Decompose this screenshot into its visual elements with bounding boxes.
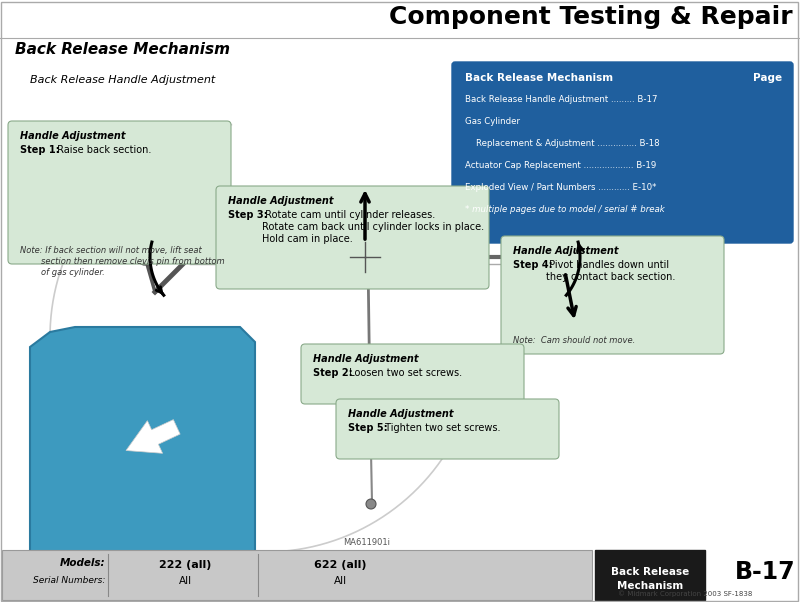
FancyBboxPatch shape [2,550,592,600]
FancyBboxPatch shape [336,399,559,459]
Circle shape [366,499,376,509]
Text: Step 5:: Step 5: [348,423,388,433]
FancyBboxPatch shape [8,121,231,264]
Text: Back Release Handle Adjustment: Back Release Handle Adjustment [30,75,215,85]
Text: Pivot handles down until: Pivot handles down until [546,260,670,270]
Text: Raise back section.: Raise back section. [54,145,151,155]
Text: Component Testing & Repair: Component Testing & Repair [390,5,793,29]
Text: section then remove clevis pin from bottom: section then remove clevis pin from bott… [20,257,225,266]
FancyBboxPatch shape [501,236,724,354]
Text: Serial Numbers:: Serial Numbers: [33,576,105,585]
Text: Hold cam in place.: Hold cam in place. [262,234,352,244]
Text: Note:  Cam should not move.: Note: Cam should not move. [513,336,635,345]
Text: Step 2:: Step 2: [313,368,353,378]
FancyBboxPatch shape [595,550,705,600]
Text: * multiple pages due to model / serial # break: * multiple pages due to model / serial #… [465,205,665,214]
Text: Rotate cam until cylinder releases.: Rotate cam until cylinder releases. [262,210,434,220]
Text: Gas Cylinder: Gas Cylinder [465,117,520,126]
Text: Replacement & Adjustment ............... B-18: Replacement & Adjustment ...............… [465,139,660,148]
Text: Page: Page [753,73,782,83]
Text: they contact back section.: they contact back section. [546,272,676,282]
Text: All: All [178,576,191,586]
Polygon shape [30,327,255,552]
Text: All: All [334,576,346,586]
Text: B-17: B-17 [734,560,795,584]
Text: Step 1:: Step 1: [20,145,60,155]
Text: Loosen two set screws.: Loosen two set screws. [346,368,462,378]
Text: 222 (all): 222 (all) [159,560,211,570]
Text: 622 (all): 622 (all) [314,560,366,570]
Circle shape [577,249,593,265]
Text: Handle Adjustment: Handle Adjustment [20,131,126,141]
Text: Handle Adjustment: Handle Adjustment [228,196,334,206]
Text: Note: If back section will not move, lift seat: Note: If back section will not move, lif… [20,246,202,255]
Text: Back Release Mechanism: Back Release Mechanism [15,42,230,57]
Text: Back Release Mechanism: Back Release Mechanism [465,73,613,83]
Text: MA611901i: MA611901i [343,538,390,547]
Text: Models:: Models: [59,558,105,568]
Text: Step 4:: Step 4: [513,260,553,270]
FancyBboxPatch shape [452,62,793,243]
Text: Back Release: Back Release [611,567,689,577]
Text: Exploded View / Part Numbers ............ E-10*: Exploded View / Part Numbers ...........… [465,183,656,192]
Circle shape [347,239,383,275]
Text: Step 3:: Step 3: [228,210,268,220]
Text: Handle Adjustment: Handle Adjustment [513,246,618,256]
Text: Actuator Cap Replacement ................... B-19: Actuator Cap Replacement ...............… [465,161,656,170]
Circle shape [137,249,153,265]
Text: Handle Adjustment: Handle Adjustment [313,354,418,364]
Text: Tighten two set screws.: Tighten two set screws. [382,423,500,433]
Text: Rotate cam back until cylinder locks in place.: Rotate cam back until cylinder locks in … [262,222,484,232]
Polygon shape [126,420,180,453]
Text: Back Release Handle Adjustment ......... B-17: Back Release Handle Adjustment .........… [465,95,658,104]
Text: Handle Adjustment: Handle Adjustment [348,409,454,419]
FancyBboxPatch shape [301,344,524,404]
Text: Mechanism: Mechanism [617,581,683,591]
Text: of gas cylinder.: of gas cylinder. [20,268,105,277]
Text: © Midmark Corporation 2003 SF-1838: © Midmark Corporation 2003 SF-1838 [618,591,752,597]
FancyBboxPatch shape [216,186,489,289]
